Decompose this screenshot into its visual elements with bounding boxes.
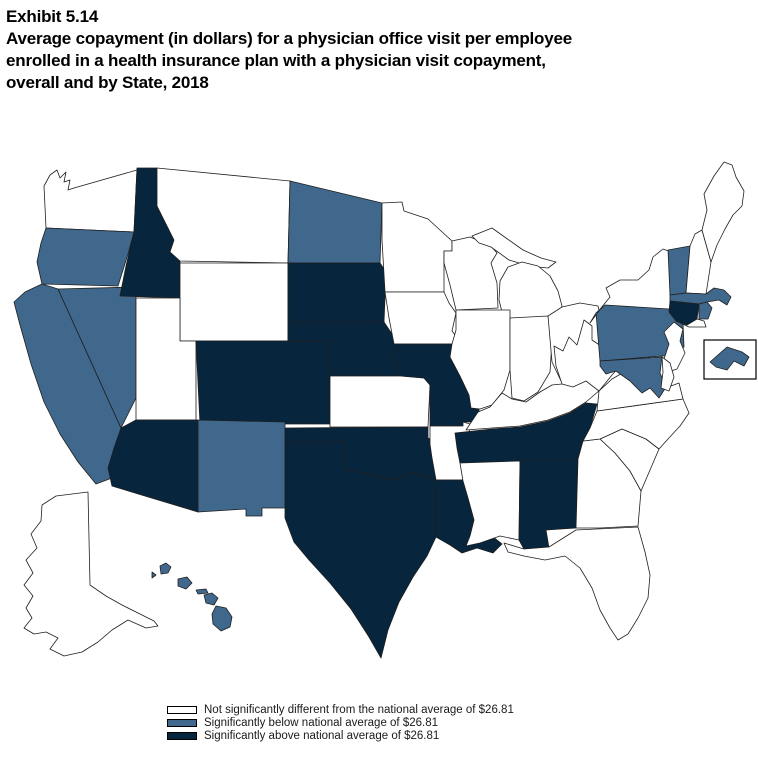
title-line-1: Average copayment (in dollars) for a phy… — [6, 29, 572, 48]
legend-row-below: Significantly below national average of … — [167, 717, 514, 729]
state-delaware — [660, 356, 675, 392]
map-legend: Not significantly different from the nat… — [167, 704, 514, 743]
state-hawaii — [151, 562, 233, 632]
state-maryland — [599, 356, 667, 399]
legend-label-below: Significantly below national average of … — [204, 717, 438, 729]
state-north-dakota — [287, 180, 383, 264]
state-kansas — [329, 375, 431, 428]
legend-swatch-not-different — [167, 706, 197, 714]
state-oregon — [36, 227, 135, 287]
legend-label-above: Significantly above national average of … — [204, 730, 440, 742]
state-montana — [156, 167, 291, 264]
dc-inset — [703, 339, 757, 380]
state-maine — [701, 161, 745, 263]
state-wyoming — [179, 262, 289, 342]
state-texas — [284, 441, 437, 659]
legend-swatch-below — [167, 719, 197, 727]
state-south-dakota — [287, 262, 387, 323]
state-arizona — [107, 419, 199, 513]
title-line-3: overall and by State, 2018 — [6, 73, 209, 92]
state-rhode-island — [698, 301, 713, 320]
legend-swatch-above — [167, 732, 197, 740]
state-colorado — [195, 340, 331, 425]
state-north-carolina — [582, 398, 690, 450]
legend-row-not-different: Not significantly different from the nat… — [167, 704, 514, 716]
state-district-of-columbia — [709, 346, 750, 371]
state-washington — [43, 169, 138, 233]
title-block: Exhibit 5.14 Average copayment (in dolla… — [6, 6, 752, 94]
state-iowa — [384, 291, 460, 345]
state-alaska — [23, 491, 159, 657]
exhibit-number: Exhibit 5.14 — [6, 7, 99, 26]
state-florida — [503, 526, 651, 641]
legend-label-not-different: Not significantly different from the nat… — [204, 704, 514, 716]
title-line-2: enrolled in a health insurance plan with… — [6, 51, 546, 70]
legend-row-above: Significantly above national average of … — [167, 730, 514, 742]
state-minnesota — [381, 201, 453, 293]
state-wisconsin — [443, 236, 499, 311]
state-new-mexico — [197, 419, 286, 517]
